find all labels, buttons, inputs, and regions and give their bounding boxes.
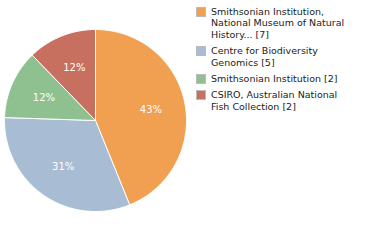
- svg-text:31%: 31%: [52, 161, 74, 172]
- svg-text:12%: 12%: [33, 92, 55, 103]
- html-text:Smithsonian Institution [2]: Smithsonian Institution [2]: [211, 73, 338, 84]
- html-text:Centre for Biodiversity Genomi: Centre for Biodiversity Genomics [5]: [211, 45, 318, 68]
- html-text:CSIRO, Australian National Fis: CSIRO, Australian National Fish Collecti…: [211, 89, 338, 112]
- svg-text:12%: 12%: [63, 62, 85, 73]
- svg-text:43%: 43%: [140, 104, 162, 115]
- html-text:Smithsonian Institution, Natio: Smithsonian Institution, National Museum…: [211, 6, 345, 40]
